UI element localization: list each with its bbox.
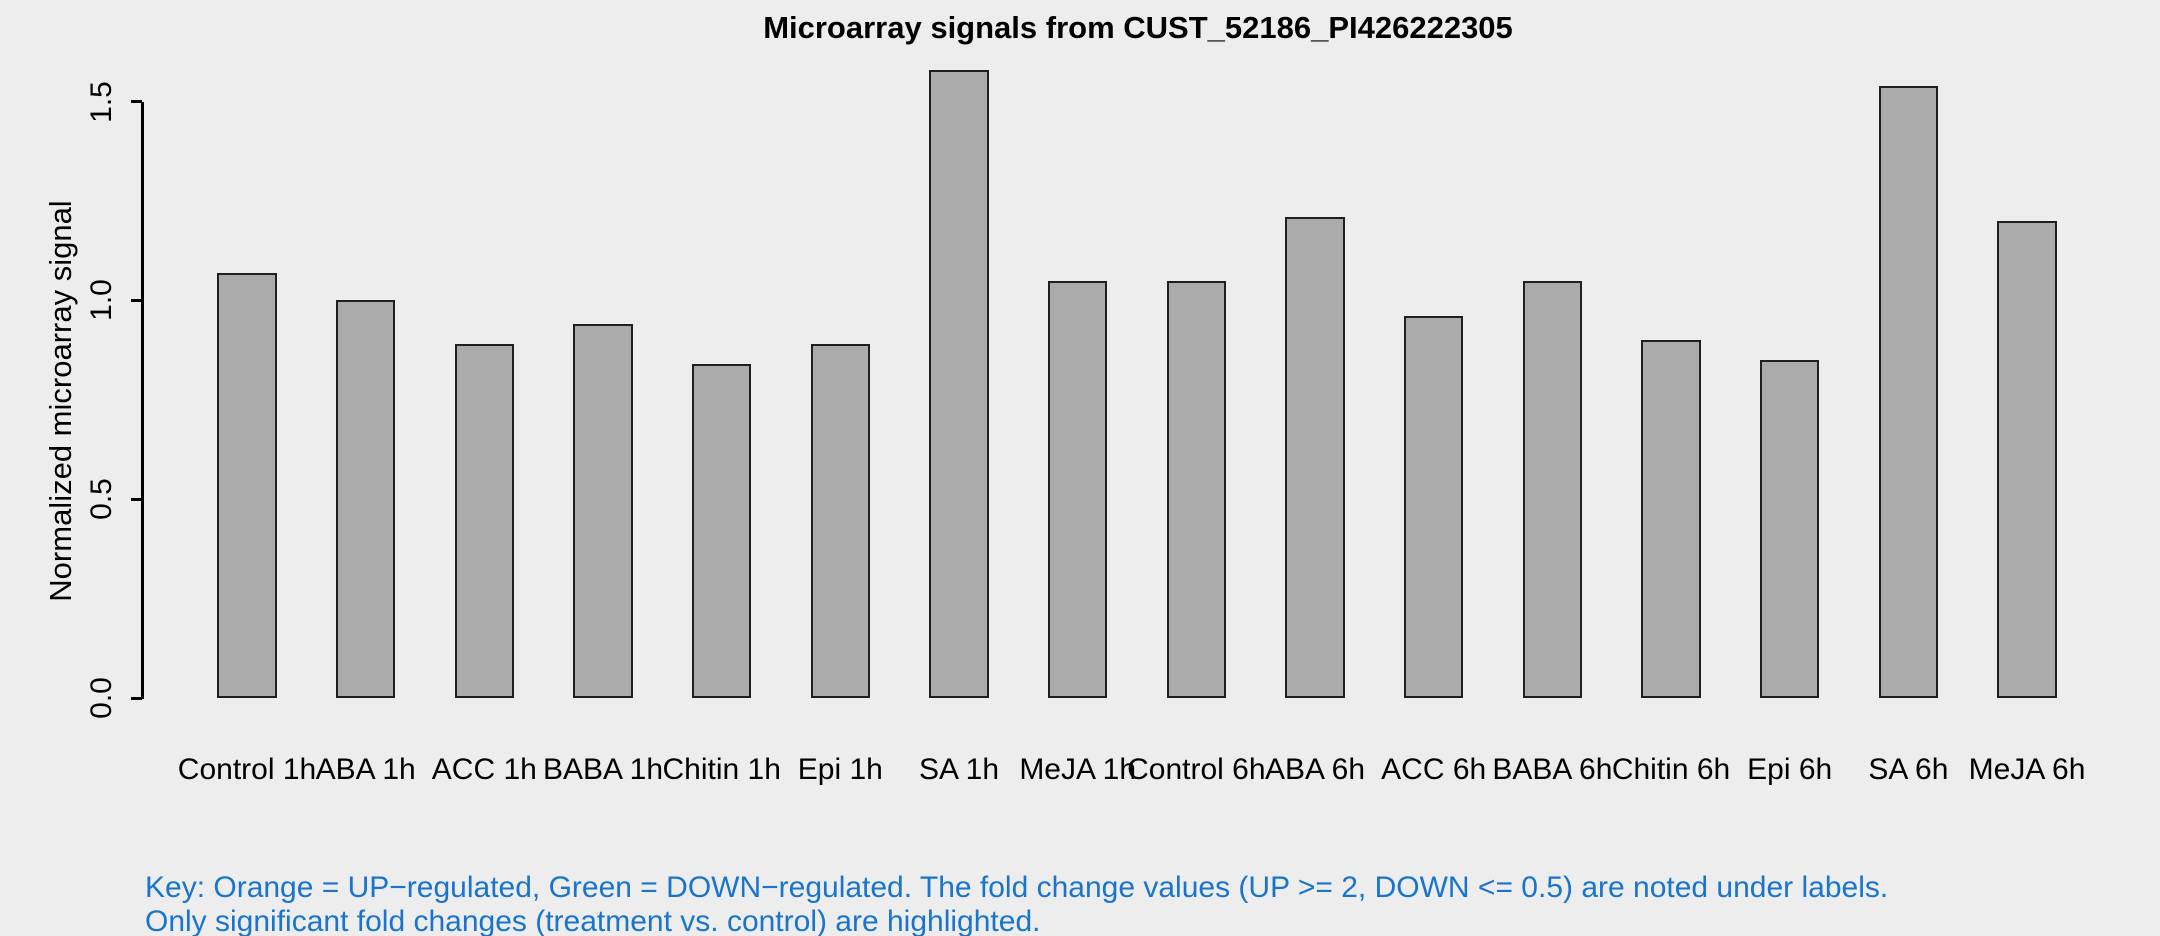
x-axis-label: SA 1h	[918, 753, 1000, 786]
bar-aba-1h	[335, 300, 396, 698]
x-axis-label: SA 6h	[1868, 753, 1949, 786]
y-tick-mark	[131, 497, 142, 501]
x-axis-label: ACC 6h	[1381, 753, 1487, 786]
x-axis-label: ACC 1h	[431, 753, 537, 786]
x-axis-label: Chitin 1h	[662, 753, 781, 786]
bar-meja-6h	[1997, 220, 2057, 698]
x-axis-label: ABA 6h	[1264, 753, 1366, 786]
bar-acc-1h	[454, 344, 515, 698]
y-tick-mark	[131, 696, 142, 700]
y-tick-label: 0.0	[85, 677, 118, 719]
y-tick-label: 1.5	[85, 80, 118, 123]
y-tick-mark	[131, 100, 142, 104]
x-axis-label: Epi 6h	[1747, 753, 1833, 786]
bar-aba-6h	[1285, 216, 1345, 698]
y-tick-label: 0.5	[85, 478, 118, 521]
bar-acc-6h	[1404, 316, 1464, 698]
bar-control-6h	[1166, 280, 1227, 698]
bar-epi-6h	[1760, 360, 1820, 698]
bar-control-1h	[217, 272, 277, 698]
x-axis-label: Control 1h	[177, 753, 317, 786]
bar-sa-1h	[929, 69, 989, 698]
x-axis-label: Control 6h	[1127, 753, 1266, 786]
x-axis-label: MeJA 6h	[1968, 753, 2086, 786]
y-tick-label: 1.0	[85, 279, 118, 322]
bar-chitin-1h	[691, 364, 752, 698]
x-axis-label: Epi 1h	[797, 753, 883, 786]
bar-sa-6h	[1878, 85, 1939, 698]
footnote-key-line1: Key: Orange = UP−regulated, Green = DOWN…	[145, 871, 1889, 904]
bar-meja-1h	[1047, 280, 1108, 698]
x-axis-label: MeJA 1h	[1019, 753, 1137, 786]
footnote-key-line2: Only significant fold changes (treatment…	[145, 905, 1041, 936]
bar-chitin-6h	[1641, 340, 1701, 698]
x-axis-label: Chitin 6h	[1611, 753, 1731, 786]
y-axis-line	[141, 102, 144, 699]
bar-baba-6h	[1522, 280, 1583, 698]
x-axis-label: ABA 1h	[315, 753, 416, 786]
chart-title: Microarray signals from CUST_52186_PI426…	[763, 10, 1513, 45]
y-axis-title: Normalized microarray signal	[43, 200, 78, 602]
bar-epi-1h	[810, 344, 871, 698]
x-axis-label: BABA 1h	[542, 753, 664, 786]
y-tick-mark	[131, 298, 142, 302]
x-axis-label: BABA 6h	[1492, 753, 1613, 786]
bar-baba-1h	[573, 324, 633, 698]
